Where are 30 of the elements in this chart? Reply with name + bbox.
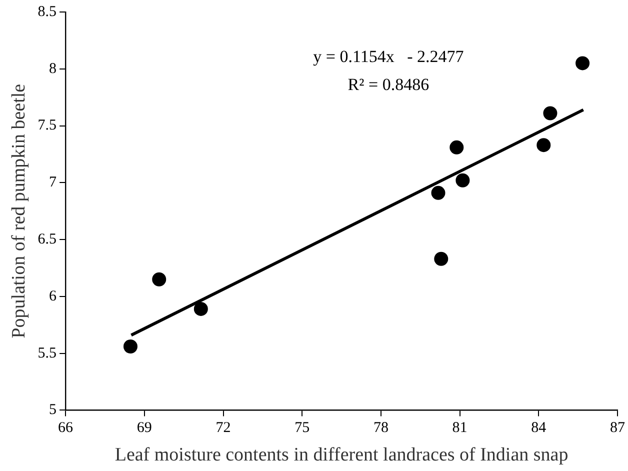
y-tick-label: 5 (49, 402, 57, 418)
x-tick-label: 78 (373, 420, 388, 436)
y-tick-label: 6 (49, 288, 58, 304)
point (123, 339, 138, 354)
x-tick-label: 69 (136, 420, 152, 436)
x-axis-title: Leaf moisture contents in different landraces of Indian snap (114, 444, 568, 466)
x-tick-label: 72 (216, 420, 231, 436)
point (434, 252, 448, 266)
y-tick-label: 5.5 (38, 345, 57, 362)
annotation: R² = 0.8486 (348, 75, 430, 94)
y-axis-title: Population of red pumpkin beetle (8, 84, 30, 338)
x-tick-label: 84 (531, 420, 547, 436)
annotation: y = 0.1154x - 2.2477 (313, 47, 464, 66)
x-tick-label: 75 (294, 420, 310, 436)
x-tick-label: 66 (58, 420, 74, 436)
x-tick-label: 81 (452, 420, 468, 436)
point (456, 173, 470, 188)
point (576, 56, 590, 70)
point (194, 302, 208, 316)
point (152, 272, 166, 286)
point (543, 106, 558, 120)
y-tick-label: 8.5 (38, 4, 57, 20)
y-tick-label: 8 (49, 60, 57, 77)
point (431, 186, 446, 200)
y-tick-label: 7.5 (38, 118, 57, 134)
y-tick-label: 6.5 (38, 231, 57, 248)
point (450, 140, 464, 154)
point (536, 138, 551, 152)
y-tick-label: 7 (49, 174, 58, 191)
x-tick-label: 87 (610, 420, 626, 436)
